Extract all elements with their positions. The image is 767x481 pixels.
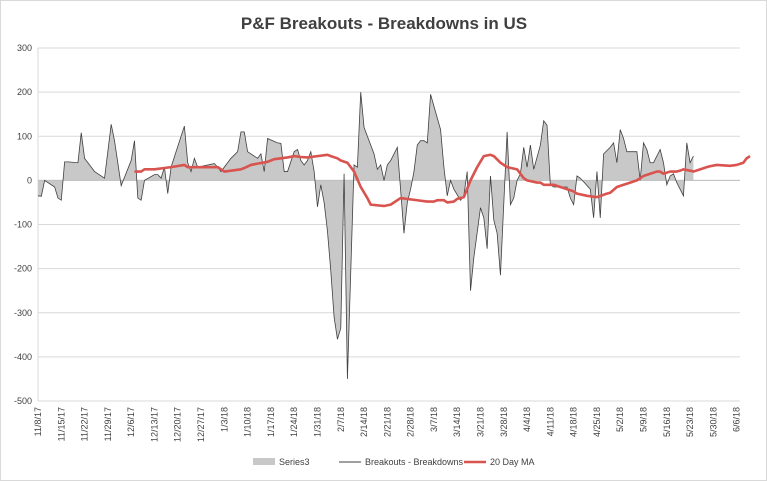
x-tick-label: 2/28/18 <box>406 407 416 437</box>
x-tick-label: 5/30/18 <box>708 407 718 437</box>
x-tick-label: 11/22/17 <box>80 407 90 441</box>
y-tick-label: -300 <box>14 308 32 318</box>
legend-label-series3: Series3 <box>279 457 310 467</box>
y-tick-label: -400 <box>14 352 32 362</box>
x-tick-label: 5/9/18 <box>639 407 649 432</box>
x-tick-label: 1/3/18 <box>219 407 229 432</box>
series3-area <box>38 92 694 379</box>
x-tick-label: 12/27/17 <box>196 407 206 442</box>
x-tick-label: 5/23/18 <box>685 407 695 437</box>
ma-20-day-line <box>134 153 751 208</box>
x-tick-label: 4/11/18 <box>545 407 555 436</box>
x-tick-label: 5/16/18 <box>662 407 672 437</box>
legend: Series3 Breakouts - Breakdowns 20 Day MA <box>253 457 535 467</box>
legend-label-ma: 20 Day MA <box>490 457 535 467</box>
chart-title: P&F Breakouts - Breakdowns in US <box>241 14 527 33</box>
y-tick-label: -500 <box>14 396 32 406</box>
legend-label-breakouts: Breakouts - Breakdowns <box>365 457 464 467</box>
y-tick-label: 0 <box>27 175 32 185</box>
x-tick-label: 2/7/18 <box>336 407 346 432</box>
x-tick-label: 4/25/18 <box>592 407 602 437</box>
x-tick-label: 6/6/18 <box>732 407 742 432</box>
x-tick-label: 11/29/17 <box>103 407 113 441</box>
x-tick-label: 3/14/18 <box>452 407 462 437</box>
y-tick-label: 100 <box>17 131 32 141</box>
plot-area <box>37 92 751 379</box>
y-tick-label: -200 <box>14 264 32 274</box>
x-tick-label: 3/7/18 <box>429 407 439 432</box>
y-tick-label: -100 <box>14 220 32 230</box>
x-tick-label: 1/10/18 <box>243 407 253 437</box>
x-tick-label: 3/28/18 <box>499 407 509 437</box>
y-tick-label: 200 <box>17 87 32 97</box>
x-tick-label: 12/6/17 <box>126 407 136 437</box>
x-tick-label: 3/21/18 <box>475 407 485 437</box>
x-tick-label: 11/8/17 <box>33 407 43 436</box>
legend-swatch-series3 <box>253 458 275 465</box>
x-tick-label: 5/2/18 <box>615 407 625 432</box>
x-tick-label: 2/21/18 <box>382 407 392 437</box>
y-tick-label: 300 <box>17 43 32 53</box>
x-tick-label: 12/13/17 <box>149 407 159 442</box>
y-axis-ticks: 300 200 100 0 -100 -200 -300 -400 -500 <box>14 43 32 406</box>
x-tick-label: 12/20/17 <box>173 407 183 442</box>
x-tick-label: 1/17/18 <box>266 407 276 437</box>
x-tick-label: 4/4/18 <box>522 407 532 432</box>
x-axis-ticks: 11/8/17 11/15/17 11/22/17 11/29/17 12/6/17 12… <box>33 407 742 442</box>
x-tick-label: 1/24/18 <box>289 407 299 437</box>
grid-lines <box>37 47 740 402</box>
x-tick-label: 1/31/18 <box>312 407 322 437</box>
x-tick-label: 11/15/17 <box>56 407 66 441</box>
x-tick-label: 4/18/18 <box>569 407 579 437</box>
x-tick-label: 2/14/18 <box>359 407 369 437</box>
breakouts-breakdowns-line <box>37 92 694 379</box>
